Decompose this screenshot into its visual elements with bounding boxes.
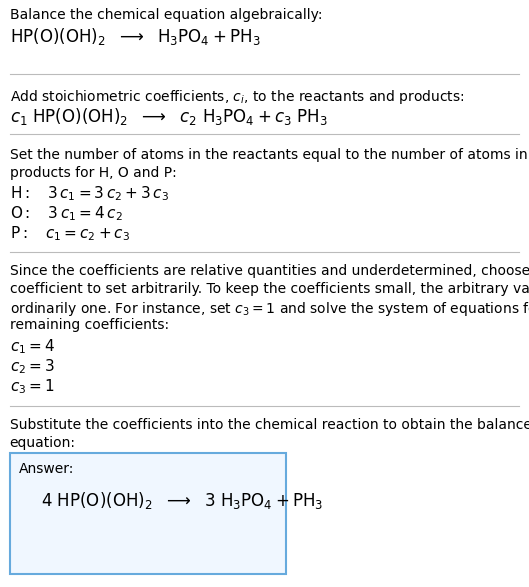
Text: remaining coefficients:: remaining coefficients:: [10, 318, 169, 332]
Text: $c_1\ \mathrm{HP(O)(OH)_2\ \ \longrightarrow\ \ }c_2\ \mathrm{H_3PO_4} + c_3\ \m: $c_1\ \mathrm{HP(O)(OH)_2\ \ \longrighta…: [10, 106, 327, 127]
Text: $c_3 = 1$: $c_3 = 1$: [10, 377, 54, 396]
Text: $\mathrm{H:}\ \ \ 3\,c_1 = 3\,c_2 + 3\,c_3$: $\mathrm{H:}\ \ \ 3\,c_1 = 3\,c_2 + 3\,c…: [10, 184, 168, 203]
Text: ordinarily one. For instance, set $c_3 = 1$ and solve the system of equations fo: ordinarily one. For instance, set $c_3 =…: [10, 300, 529, 318]
Text: $\mathrm{O:}\ \ \ 3\,c_1 = 4\,c_2$: $\mathrm{O:}\ \ \ 3\,c_1 = 4\,c_2$: [10, 204, 122, 222]
Text: Set the number of atoms in the reactants equal to the number of atoms in the: Set the number of atoms in the reactants…: [10, 148, 529, 162]
Text: Substitute the coefficients into the chemical reaction to obtain the balanced: Substitute the coefficients into the che…: [10, 418, 529, 432]
Text: equation:: equation:: [10, 436, 76, 450]
Text: Since the coefficients are relative quantities and underdetermined, choose a: Since the coefficients are relative quan…: [10, 264, 529, 278]
FancyBboxPatch shape: [10, 453, 286, 574]
Text: $\mathrm{HP(O)(OH)_2\ \ \longrightarrow\ \ H_3PO_4 + PH_3}$: $\mathrm{HP(O)(OH)_2\ \ \longrightarrow\…: [10, 26, 260, 47]
Text: $\mathrm{P:}\ \ \ c_1 = c_2 + c_3$: $\mathrm{P:}\ \ \ c_1 = c_2 + c_3$: [10, 224, 130, 242]
Text: Answer:: Answer:: [19, 462, 75, 476]
Text: coefficient to set arbitrarily. To keep the coefficients small, the arbitrary va: coefficient to set arbitrarily. To keep …: [10, 282, 529, 296]
Text: $c_1 = 4$: $c_1 = 4$: [10, 337, 54, 356]
Text: Add stoichiometric coefficients, $c_i$, to the reactants and products:: Add stoichiometric coefficients, $c_i$, …: [10, 88, 464, 106]
Text: $\mathrm{4\ HP(O)(OH)_2\ \ \longrightarrow\ \ 3\ H_3PO_4 + PH_3}$: $\mathrm{4\ HP(O)(OH)_2\ \ \longrightarr…: [41, 490, 324, 511]
Text: products for H, O and P:: products for H, O and P:: [10, 166, 176, 180]
Text: $c_2 = 3$: $c_2 = 3$: [10, 357, 54, 376]
Text: Balance the chemical equation algebraically:: Balance the chemical equation algebraica…: [10, 8, 322, 22]
